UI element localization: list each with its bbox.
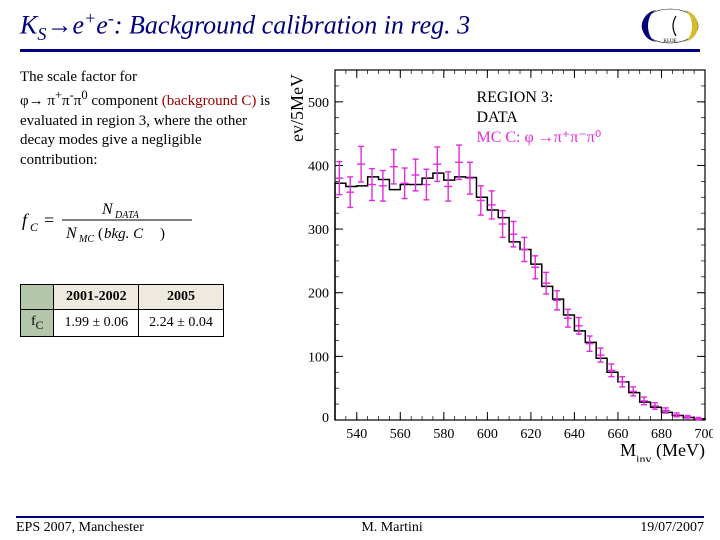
svg-text:560: 560: [390, 427, 411, 442]
svg-text:540: 540: [346, 427, 367, 442]
table-cell: 2.24 ± 0.04: [139, 310, 224, 337]
footer-divider: [16, 516, 704, 518]
svg-text:REGION 3:: REGION 3:: [476, 89, 553, 106]
svg-text:(: (: [98, 226, 103, 242]
slide-title: KS→e+e-: Background calibration in reg. …: [20, 8, 470, 45]
svg-text:ev/5MeV: ev/5MeV: [287, 74, 307, 142]
description-text: The scale factor for φ→ π+π-π0 component…: [20, 68, 275, 171]
table-cell: 1.99 ± 0.06: [54, 310, 139, 337]
svg-text:KLOE: KLOE: [663, 39, 676, 44]
formula-fc: f C = N DATA N MC ( bkg. C ): [20, 196, 275, 244]
calibration-plot: 5405605806006206406606807001002003004005…: [283, 62, 713, 462]
svg-text:580: 580: [433, 427, 454, 442]
svg-text:=: =: [44, 210, 54, 230]
svg-text:Minv (MeV): Minv (MeV): [620, 440, 705, 462]
svg-text:0: 0: [322, 411, 329, 426]
svg-text:bkg. C: bkg. C: [104, 226, 144, 242]
svg-text:620: 620: [520, 427, 541, 442]
svg-text:MC: MC: [78, 234, 94, 244]
svg-text:DATA: DATA: [114, 210, 140, 221]
table-col-header: 2001-2002: [54, 285, 139, 310]
svg-text:400: 400: [308, 159, 329, 174]
table-row-label: fC: [21, 310, 54, 337]
footer-left: EPS 2007, Manchester: [16, 520, 144, 536]
table-corner: [21, 285, 54, 310]
svg-text:200: 200: [308, 287, 329, 302]
title-divider: [20, 49, 700, 52]
svg-text:100: 100: [308, 350, 329, 365]
table-col-header: 2005: [139, 285, 224, 310]
footer-right: 19/07/2007: [640, 520, 704, 536]
footer-center: M. Martini: [361, 520, 422, 536]
svg-text:500: 500: [308, 96, 329, 111]
svg-text:640: 640: [564, 427, 585, 442]
svg-text:): ): [160, 226, 165, 242]
svg-text:N: N: [65, 225, 78, 242]
svg-text:600: 600: [477, 427, 498, 442]
svg-text:N: N: [101, 201, 114, 218]
svg-text:300: 300: [308, 223, 329, 238]
svg-text:C: C: [30, 220, 39, 234]
svg-text:MC C: φ →π⁺π⁻π⁰: MC C: φ →π⁺π⁻π⁰: [476, 129, 601, 146]
svg-text:DATA: DATA: [476, 109, 518, 126]
svg-text:f: f: [22, 210, 30, 230]
experiment-logo: KLOE: [640, 8, 700, 44]
scale-factor-table: 2001-2002 2005 fC 1.99 ± 0.06 2.24 ± 0.0…: [20, 284, 224, 337]
